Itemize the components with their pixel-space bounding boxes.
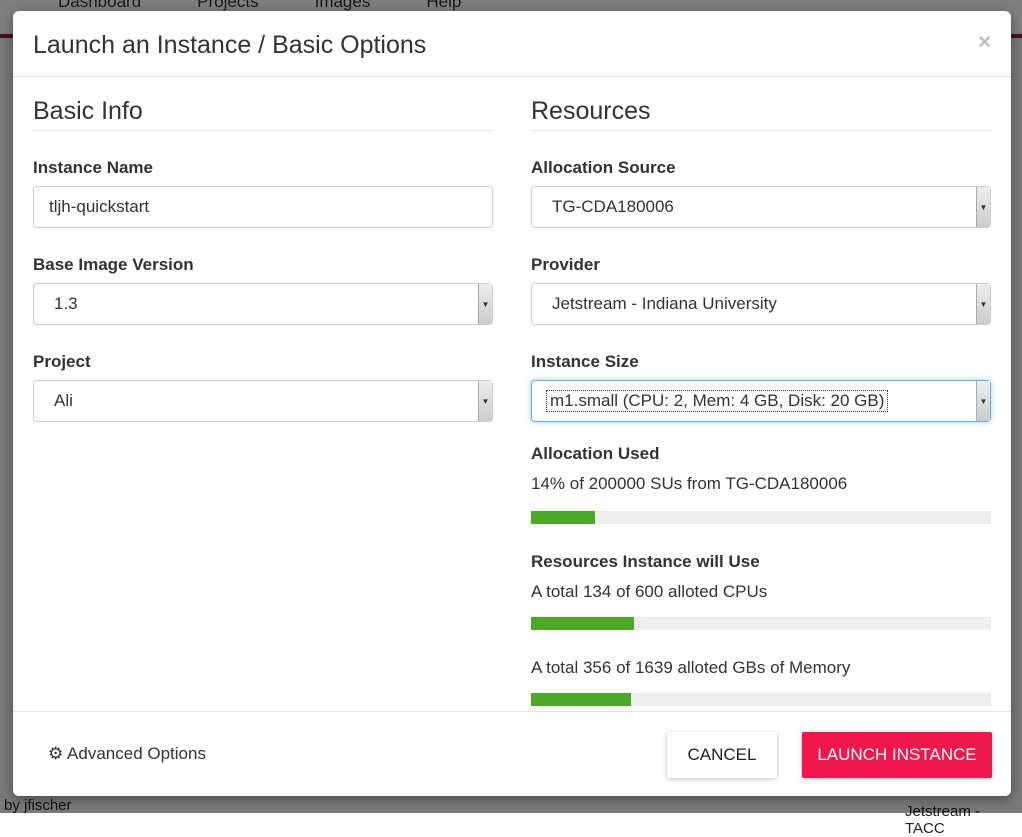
allocation-source-select[interactable]: TG-CDA180006 ▼ [531,186,991,228]
modal-header: Launch an Instance / Basic Options × [13,11,1011,77]
basic-info-section: Basic Info Instance Name tljh-quickstart… [33,77,493,422]
allocation-source-value: TG-CDA180006 [552,197,674,216]
allocation-used-label: Allocation Used [531,444,660,463]
chevron-down-icon: ▼ [478,284,492,324]
advanced-options-label: Advanced Options [67,744,206,763]
provider-label: Provider [531,255,600,274]
gear-icon: ⚙ [48,744,64,763]
chevron-down-icon: ▼ [976,284,990,324]
provider-value: Jetstream - Indiana University [552,294,777,313]
instance-size-value: m1.small (CPU: 2, Mem: 4 GB, Disk: 20 GB… [545,390,889,412]
allocation-used-text: 14% of 200000 SUs from TG-CDA180006 [531,474,848,493]
project-select[interactable]: Ali ▼ [33,380,493,422]
launch-instance-button[interactable]: LAUNCH INSTANCE [802,732,992,778]
chevron-down-icon: ▼ [976,187,990,227]
project-label: Project [33,352,91,371]
base-image-label: Base Image Version [33,255,194,274]
resources-section: Resources Allocation Source TG-CDA180006… [531,77,991,706]
launch-instance-modal: Launch an Instance / Basic Options × Bas… [13,11,1011,796]
resources-heading: Resources [531,77,991,131]
advanced-options-link[interactable]: ⚙ Advanced Options [48,744,206,764]
modal-title: Launch an Instance / Basic Options [33,31,427,59]
close-icon[interactable]: × [978,29,991,54]
chevron-down-icon: ▼ [976,381,990,421]
allocation-used-fill [531,511,596,524]
allocation-source-label: Allocation Source [531,158,676,177]
memory-usage-fill [531,693,631,706]
cpu-usage-text: A total 134 of 600 alloted CPUs [531,582,768,601]
base-image-select[interactable]: 1.3 ▼ [33,283,493,325]
project-value: Ali [54,391,73,410]
cpu-usage-bar [531,617,991,630]
provider-select[interactable]: Jetstream - Indiana University ▼ [531,283,991,325]
instance-size-label: Instance Size [531,352,639,371]
modal-footer: ⚙ Advanced Options CANCEL LAUNCH INSTANC… [13,711,1011,796]
instance-size-select[interactable]: m1.small (CPU: 2, Mem: 4 GB, Disk: 20 GB… [531,380,991,422]
basic-info-heading: Basic Info [33,77,493,131]
chevron-down-icon: ▼ [478,381,492,421]
instance-name-value: tljh-quickstart [49,197,150,216]
memory-usage-bar [531,693,991,706]
base-image-value: 1.3 [54,294,78,313]
cancel-button[interactable]: CANCEL [667,732,777,778]
memory-usage-text: A total 356 of 1639 alloted GBs of Memor… [531,658,851,677]
instance-use-label: Resources Instance will Use [531,552,760,571]
instance-name-label: Instance Name [33,158,153,177]
cpu-usage-fill [531,617,634,630]
instance-name-input[interactable]: tljh-quickstart [33,186,493,228]
allocation-used-bar [531,511,991,524]
